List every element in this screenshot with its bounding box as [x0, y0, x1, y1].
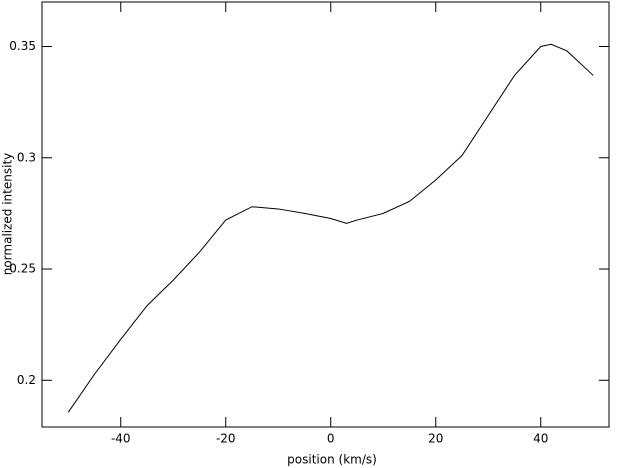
x-tick-label: 20 [428, 432, 443, 446]
plot-frame [41, 1, 610, 428]
y-tick-label: 0.3 [17, 150, 36, 164]
data-line [67, 43, 594, 413]
x-tick-label: 0 [327, 432, 335, 446]
y-tick-label: 0.35 [9, 39, 36, 53]
x-axis-label: position (km/s) [287, 453, 377, 467]
x-tick-label: -40 [111, 432, 131, 446]
y-tick-label: 0.2 [17, 373, 36, 387]
y-tick-label: 0.25 [9, 262, 36, 276]
x-tick-label: 40 [533, 432, 548, 446]
x-tick-label: -20 [216, 432, 236, 446]
y-axis-label: normalized intensity [1, 153, 15, 276]
